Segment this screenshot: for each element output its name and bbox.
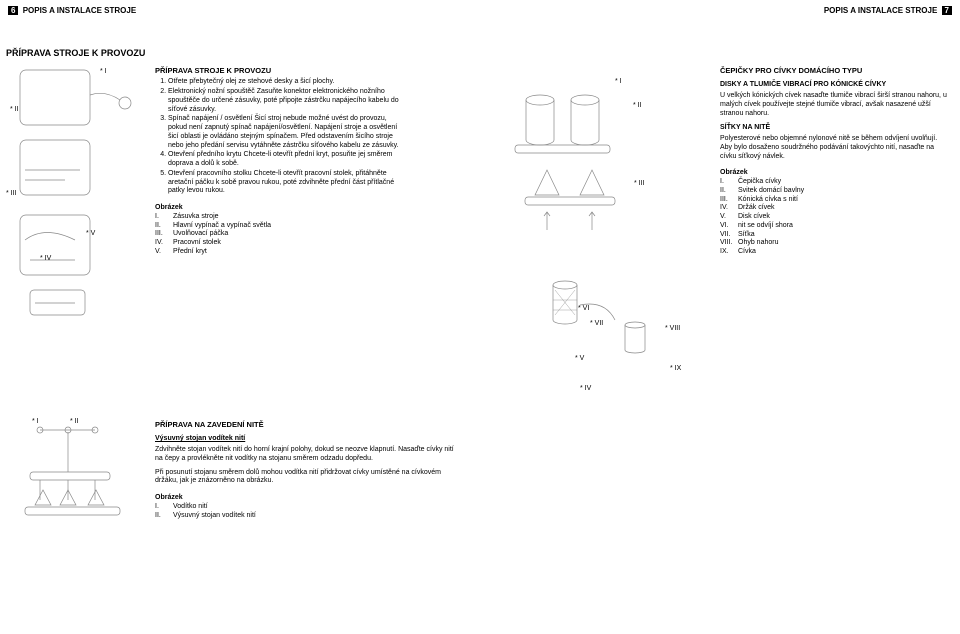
steps-list: Otřete přebytečný olej ze stehové desky … <box>155 78 405 196</box>
callout: * I <box>615 78 622 85</box>
header-right: POPIS A INSTALACE STROJE 7 <box>824 6 954 15</box>
legend-2: Obrázek I.Čepička cívky II.Svitek domácí… <box>720 169 950 257</box>
legend-txt: Ohyb nahoru <box>738 239 778 248</box>
paragraph: Polyesterové nebo objemné nylonové nitě … <box>720 135 950 161</box>
legend-rn: I. <box>720 178 738 187</box>
legend-rn: V. <box>155 248 173 257</box>
legend-txt: Disk cívek <box>738 213 770 222</box>
section-title: ČEPIČKY PRO CÍVKY DOMÁCÍHO TYPU <box>720 66 950 75</box>
legend-txt: Uvolňovací páčka <box>173 230 228 239</box>
header-left: 6 POPIS A INSTALACE STROJE <box>6 6 136 15</box>
legend-txt: Cívka <box>738 248 756 257</box>
callout: * VIII <box>665 325 680 332</box>
legend-txt: nit se odvíjí shora <box>738 222 793 231</box>
paragraph: Při posunutí stojanu směrem dolů mohou v… <box>155 469 455 487</box>
legend-rn: I. <box>155 213 173 222</box>
section-preparation: PŘÍPRAVA STROJE K PROVOZU Otřete přebyte… <box>155 66 405 257</box>
step-5: Otevření pracovního stolku Chcete-li ote… <box>168 170 405 196</box>
page-num-left: 6 <box>8 6 18 15</box>
callout: * VI <box>578 305 589 312</box>
legend-txt: Hlavní vypínač a vypínač světla <box>173 222 271 231</box>
callout: * V <box>86 230 95 237</box>
legend-title: Obrázek <box>155 204 405 213</box>
legend-rn: IX. <box>720 248 738 257</box>
step-2: Elektronický nožní spouštěč Zasuňte kone… <box>168 88 405 114</box>
legend-txt: Pracovní stolek <box>173 239 221 248</box>
legend-rn: I. <box>155 503 173 512</box>
legend-rn: IV. <box>155 239 173 248</box>
header-title-right: POPIS A INSTALACE STROJE <box>824 6 938 15</box>
step-4: Otevření předního krytu Chcete-li otevří… <box>168 151 405 169</box>
section-title: PŘÍPRAVA STROJE K PROVOZU <box>155 66 405 75</box>
callout: * III <box>6 190 17 197</box>
subsection-title: SÍŤKY NA NITĚ <box>720 124 950 133</box>
legend-rn: III. <box>720 196 738 205</box>
legend-txt: Zásuvka stroje <box>173 213 219 222</box>
legend-txt: Držák cívek <box>738 204 775 213</box>
legend-rn: III. <box>155 230 173 239</box>
legend-title: Obrázek <box>155 494 455 503</box>
legend-rn: V. <box>720 213 738 222</box>
legend-title: Obrázek <box>720 169 950 178</box>
callout: * I <box>100 68 107 75</box>
callout: * IX <box>670 365 681 372</box>
legend-rn: II. <box>155 222 173 231</box>
page-num-right: 7 <box>942 6 952 15</box>
legend-txt: Kónická cívka s nití <box>738 196 798 205</box>
legend-3: Obrázek I.Vodítko nití II.Výsuvný stojan… <box>155 494 455 520</box>
section-caps: ČEPIČKY PRO CÍVKY DOMÁCÍHO TYPU DISKY A … <box>720 66 950 257</box>
legend-txt: Síťka <box>738 231 755 240</box>
legend-rn: VI. <box>720 222 738 231</box>
legend-rn: VIII. <box>720 239 738 248</box>
legend-rn: II. <box>720 187 738 196</box>
legend-1: Obrázek I.Zásuvka stroje II.Hlavní vypín… <box>155 204 405 257</box>
legend-txt: Čepička cívky <box>738 178 781 187</box>
paragraph: Zdvihněte stojan vodítek nití do horní k… <box>155 446 455 464</box>
step-1: Otřete přebytečný olej ze stehové desky … <box>168 78 405 87</box>
legend-rn: IV. <box>720 204 738 213</box>
page-title: PŘÍPRAVA STROJE K PROVOZU <box>6 48 145 58</box>
subsection-title: Výsuvný stojan vodítek nití <box>155 435 455 444</box>
section-title: PŘÍPRAVA NA ZAVEDENÍ NITĚ <box>155 420 455 429</box>
legend-rn: VII. <box>720 231 738 240</box>
legend-txt: Výsuvný stojan vodítek nití <box>173 512 256 521</box>
section-threading: PŘÍPRAVA NA ZAVEDENÍ NITĚ Výsuvný stojan… <box>155 420 455 520</box>
callout: * II <box>70 418 79 425</box>
header-title-left: POPIS A INSTALACE STROJE <box>23 6 137 15</box>
callout: * VII <box>590 320 603 327</box>
legend-rn: II. <box>155 512 173 521</box>
legend-txt: Svitek domácí bavlny <box>738 187 804 196</box>
legend-txt: Vodítko nití <box>173 503 208 512</box>
callout: * II <box>633 102 642 109</box>
step-3: Spínač napájení / osvětlení Šicí stroj n… <box>168 115 405 150</box>
paragraph: U velkých kónických cívek nasaďte tlumič… <box>720 92 950 118</box>
subsection-title: DISKY A TLUMIČE VIBRACÍ PRO KÓNICKÉ CÍVK… <box>720 81 950 90</box>
illustration-threadstand <box>10 420 140 580</box>
callout: * II <box>10 106 19 113</box>
illustration-machine <box>10 65 150 325</box>
callout: * I <box>32 418 39 425</box>
callout: * V <box>575 355 584 362</box>
callout: * III <box>634 180 645 187</box>
callout: * IV <box>580 385 591 392</box>
legend-txt: Přední kryt <box>173 248 207 257</box>
callout: * IV <box>40 255 51 262</box>
